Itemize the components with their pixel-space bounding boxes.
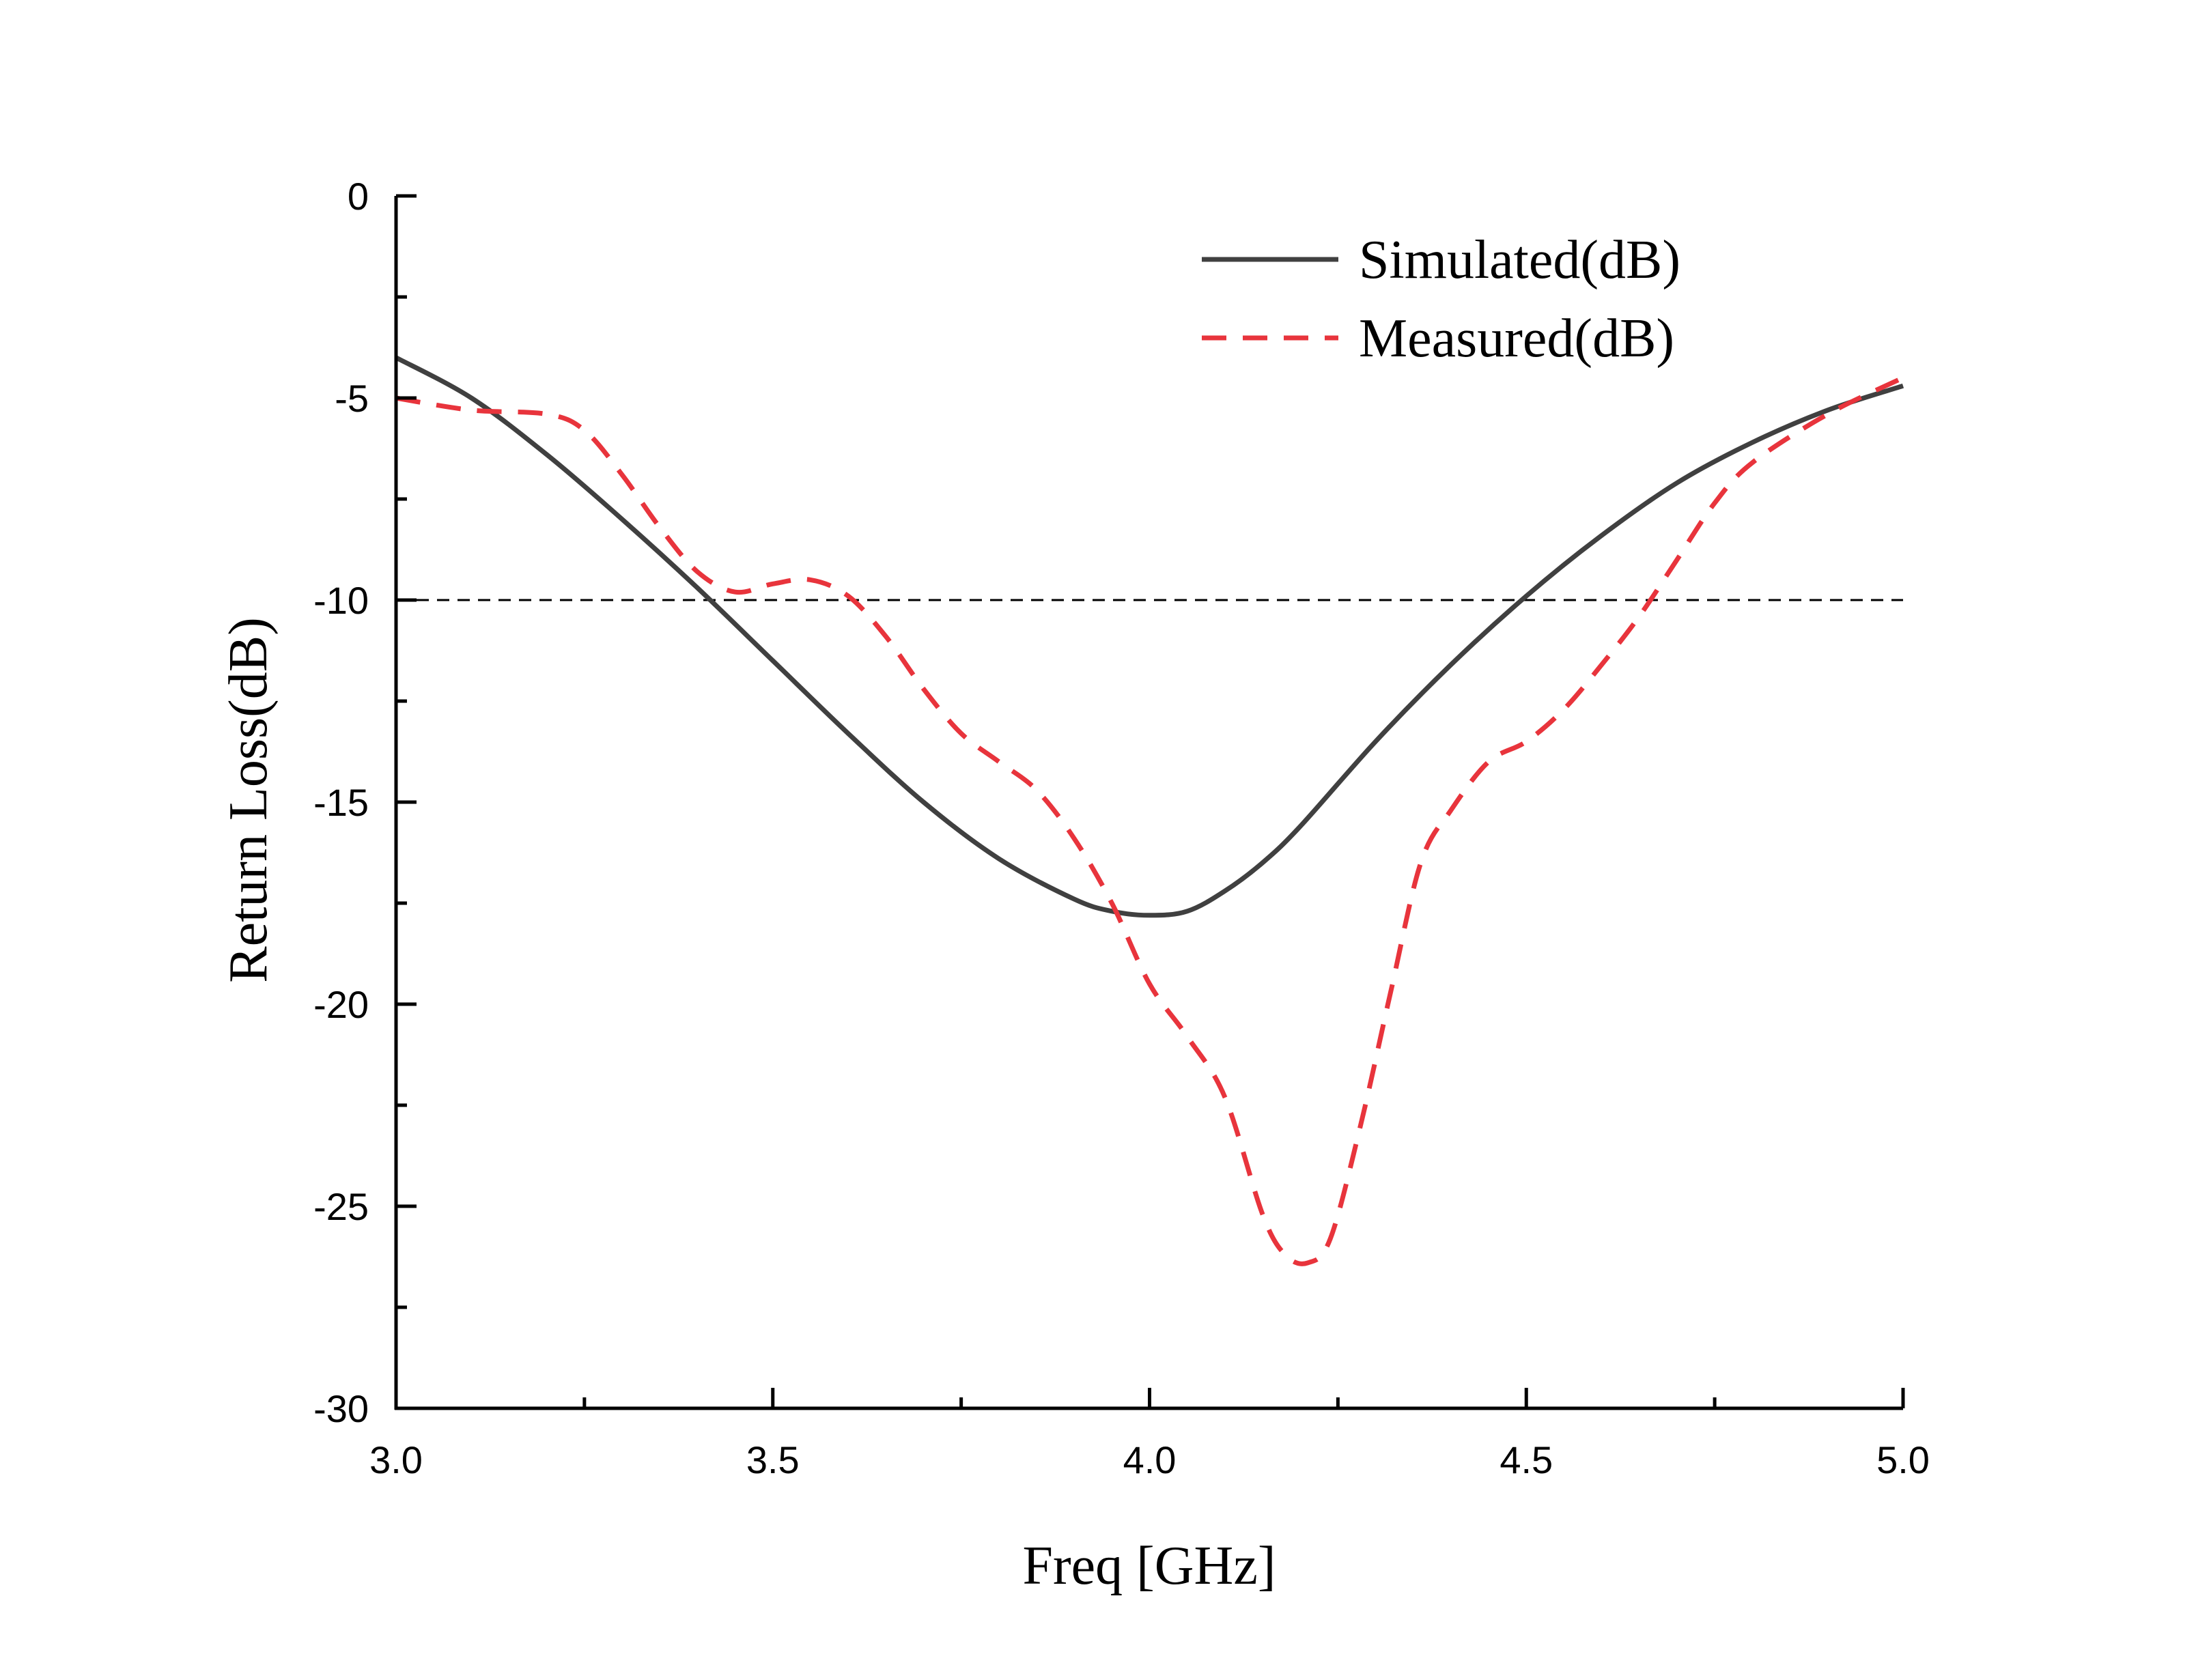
y-tick-label: -15 bbox=[313, 781, 369, 824]
y-tick-label: -20 bbox=[313, 983, 369, 1026]
y-tick-label: 0 bbox=[348, 175, 369, 218]
y-tick-label: -25 bbox=[313, 1185, 369, 1228]
x-tick-label: 3.0 bbox=[369, 1438, 423, 1481]
axes: 0 -5 -10 -15 -20 -25 -30 3.0 3.5 4.0 4.5 5.0 bbox=[313, 175, 1930, 1481]
y-tick-label: -10 bbox=[313, 579, 369, 622]
x-axis-title: Freq [GHz] bbox=[1023, 1536, 1276, 1596]
y-axis-title: Return Loss(dB) bbox=[219, 617, 279, 983]
x-tick-label: 5.0 bbox=[1876, 1438, 1930, 1481]
y-tick-label: -5 bbox=[335, 377, 369, 420]
series-layer bbox=[395, 355, 1904, 1266]
legend-label-simulated: Simulated(dB) bbox=[1359, 230, 1680, 290]
y-ticks: 0 -5 -10 -15 -20 -25 -30 bbox=[313, 175, 417, 1430]
legend-label-measured: Measured(dB) bbox=[1359, 309, 1674, 369]
legend: Simulated(dB) Measured(dB) bbox=[1202, 230, 1680, 369]
x-tick-label: 4.0 bbox=[1123, 1438, 1177, 1481]
x-tick-label: 4.5 bbox=[1500, 1438, 1553, 1481]
x-ticks: 3.0 3.5 4.0 4.5 5.0 bbox=[369, 1388, 1930, 1481]
x-tick-label: 3.5 bbox=[746, 1438, 800, 1481]
series-line-measured bbox=[395, 375, 1904, 1266]
series-line-simulated bbox=[395, 355, 1904, 918]
y-tick-label: -30 bbox=[313, 1387, 369, 1430]
